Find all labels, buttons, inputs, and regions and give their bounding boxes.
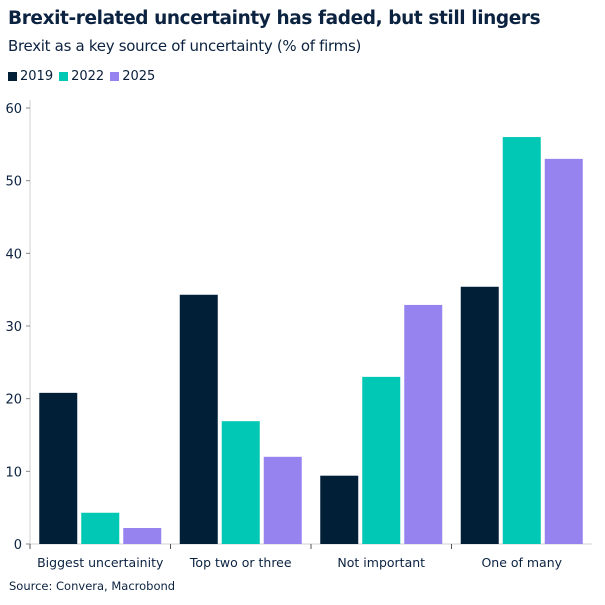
x-tick-label: Not important [337,555,425,570]
legend-swatch [110,72,120,81]
bar-2019-0 [39,392,78,544]
legend-item-2019: 2019 [8,69,53,84]
legend-swatch [59,72,69,81]
bar-2022-1 [221,421,260,544]
legend-item-2022: 2022 [59,69,104,84]
bar-2019-2 [320,475,359,544]
chart-subtitle: Brexit as a key source of uncertainty (%… [8,37,362,55]
bar-2022-2 [362,376,401,544]
bar-2022-3 [502,137,541,545]
legend-label: 2019 [20,69,54,84]
bar-2025-0 [123,528,162,544]
x-tick-label: Biggest uncertainity [37,555,164,570]
bar-2019-3 [460,286,499,544]
bar-2019-1 [179,294,218,544]
y-tick-label: 30 [5,320,22,335]
y-tick-label: 50 [5,175,22,190]
legend: 2019 2022 2025 [8,69,155,84]
legend-item-2025: 2025 [110,69,155,84]
chart-title: Brexit-related uncertainty has faded, bu… [8,8,541,29]
bar-2025-3 [544,158,583,544]
y-tick-label: 10 [5,465,22,480]
legend-label: 2022 [71,69,105,84]
y-tick-label: 40 [5,247,22,262]
legend-label: 2025 [122,69,156,84]
bar-2022-0 [81,512,120,544]
x-tick-label: Top two or three [189,555,292,570]
y-tick-label: 20 [5,393,22,408]
bar-2025-1 [263,456,302,544]
bar-2025-2 [404,304,443,544]
source-note: Source: Convera, Macrobond [9,579,176,593]
legend-swatch [8,72,17,81]
x-tick-label: One of many [481,555,562,570]
y-tick-label: 0 [14,538,22,553]
y-tick-label: 60 [5,102,22,117]
